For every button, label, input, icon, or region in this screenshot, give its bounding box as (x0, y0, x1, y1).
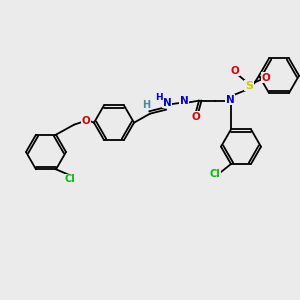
Text: O: O (82, 116, 90, 126)
Text: O: O (192, 112, 200, 122)
Text: S: S (245, 81, 253, 91)
Text: O: O (262, 73, 270, 83)
Text: N: N (226, 95, 234, 105)
Text: H: H (155, 93, 163, 102)
Text: H: H (142, 100, 150, 110)
Text: Cl: Cl (210, 169, 220, 179)
Text: Cl: Cl (64, 174, 75, 184)
Text: O: O (231, 66, 239, 76)
Text: N: N (163, 98, 171, 108)
Text: N: N (180, 96, 188, 106)
